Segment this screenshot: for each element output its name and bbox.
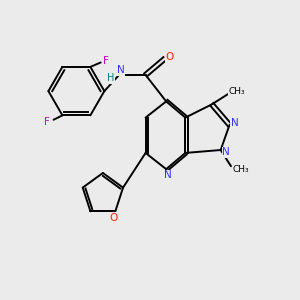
Text: O: O [166, 52, 174, 62]
Text: CH₃: CH₃ [229, 87, 245, 96]
Text: N: N [164, 170, 172, 180]
Text: N: N [222, 147, 230, 158]
Text: O: O [110, 213, 118, 223]
Text: N: N [231, 118, 239, 128]
Text: CH₃: CH₃ [233, 165, 250, 174]
Text: H: H [107, 74, 115, 83]
Text: F: F [44, 117, 50, 127]
Text: N: N [117, 65, 124, 76]
Text: F: F [103, 56, 109, 66]
